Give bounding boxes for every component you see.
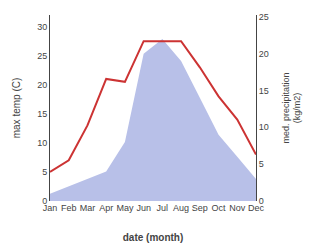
svg-text:Sep: Sep (192, 203, 208, 213)
svg-text:Oct: Oct (212, 203, 227, 213)
svg-text:Jul: Jul (157, 203, 169, 213)
svg-text:15: 15 (37, 109, 47, 119)
svg-text:May: May (116, 203, 134, 213)
svg-text:15: 15 (259, 86, 269, 96)
svg-text:20: 20 (259, 49, 269, 59)
svg-text:med. precipitation(kg/m2): med. precipitation(kg/m2) (281, 72, 303, 143)
svg-text:Aug: Aug (173, 203, 189, 213)
svg-text:5: 5 (259, 159, 264, 169)
svg-text:10: 10 (37, 138, 47, 148)
svg-text:30: 30 (37, 22, 47, 32)
svg-text:20: 20 (37, 80, 47, 90)
svg-text:max temp (C): max temp (C) (11, 78, 22, 139)
svg-text:Nov: Nov (229, 203, 246, 213)
svg-text:0: 0 (259, 196, 264, 206)
svg-text:10: 10 (259, 122, 269, 132)
svg-text:Feb: Feb (61, 203, 77, 213)
svg-text:5: 5 (42, 167, 47, 177)
svg-text:25: 25 (37, 51, 47, 61)
svg-text:Apr: Apr (99, 203, 113, 213)
svg-text:Jan: Jan (43, 203, 58, 213)
svg-text:Dec: Dec (248, 203, 265, 213)
svg-text:0: 0 (42, 196, 47, 206)
svg-text:date (month): date (month) (123, 232, 184, 243)
svg-text:Mar: Mar (80, 203, 96, 213)
svg-text:25: 25 (259, 12, 269, 22)
svg-text:Jun: Jun (136, 203, 151, 213)
